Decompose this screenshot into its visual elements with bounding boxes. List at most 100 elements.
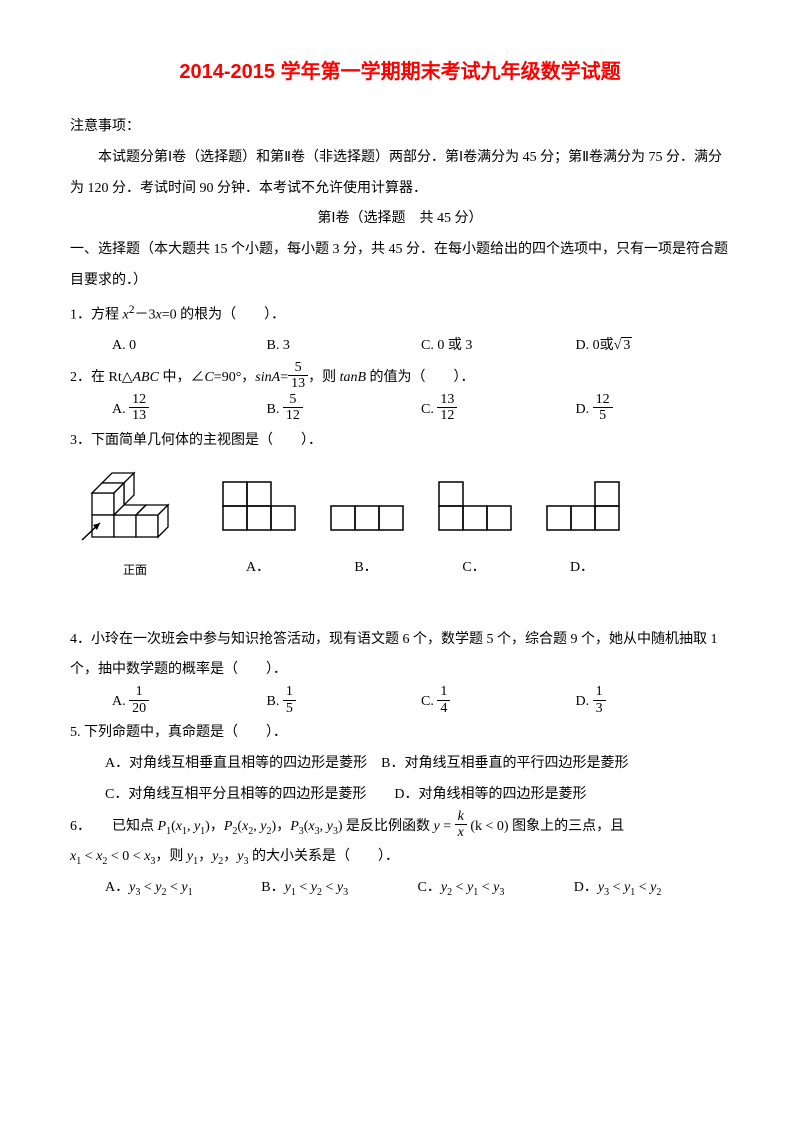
q2A-l: A. [112,402,129,417]
q2B-frac: 512 [283,392,303,424]
exam-page: 2014-2015 学年第一学期期末考试九年级数学试题 注意事项： 本试题分第Ⅰ… [0,0,800,944]
q3-figures: 正面 A． B． [80,465,730,584]
q2-e: ，则 [308,370,340,385]
section1-instructions: 一、选择题（本大题共 15 个小题，每小题 3 分，共 45 分．在每小题给出的… [70,235,730,297]
q3B-l: B． [326,553,406,584]
q2Ad: 13 [129,407,149,423]
q4Cn: 1 [437,684,450,699]
q5-line1: A．对角线互相垂直且相等的四边形是菱形 B．对角线互相垂直的平行四边形是菱形 [70,749,730,780]
page-title: 2014-2015 学年第一学期期末考试九年级数学试题 [70,50,730,94]
q6-options: A．y3 < y2 < y1 B．y1 < y2 < y3 C．y2 < y1 … [70,873,730,904]
q6l2-x2s: 2 [102,856,107,867]
q6-optA: A．y3 < y2 < y1 [105,873,261,904]
q2-c: =90°， [214,370,256,385]
q6m3: 是反比例函数 [343,819,434,834]
q4-options: A. 120 B. 15 C. 14 D. 13 [70,686,730,718]
q6-P1s: 1 [166,825,171,836]
q3-optA: A． [218,479,298,584]
q2Dd: 5 [593,407,613,423]
q2-a: 2．在 Rt△ [70,370,133,385]
q2-optA: A. 1213 [112,394,267,426]
q6-y3s: 3 [333,825,338,836]
q4-optD: D. 13 [576,686,731,718]
q2-C: C [204,370,213,385]
q1-stem: 1．方程 x2－3x=0 的根为（ ）． [70,297,730,331]
q2-stem: 2．在 Rt△ABC 中，∠C=90°，sinA=513，则 tanB 的值为（… [70,362,730,394]
q4Cd: 4 [437,700,450,716]
q4Al: A. [112,694,129,709]
q4Dl: D. [576,694,593,709]
q6D2s: 1 [630,887,635,898]
q6-klt: (k < 0) [470,819,508,834]
q4Cl: C. [421,694,437,709]
sqrt-icon: √3 [614,331,633,362]
optD-icon [542,479,622,534]
q1-optD: D. 0或√3 [576,331,731,362]
q2-optB: B. 512 [267,394,422,426]
q6-optB: B．y1 < y2 < y3 [261,873,417,904]
q3D-l: D． [542,553,622,584]
q2-f: 的值为（ ）． [366,370,475,385]
q1-text-c: =0 的根为（ ）． [162,307,285,322]
q6Dl: D． [574,880,598,895]
q6Al: A． [105,880,129,895]
q2Bd: 12 [283,407,303,423]
q2-optC: C. 1312 [421,394,576,426]
q1-optC: C. 0 或 3 [421,331,576,362]
q6B1s: 1 [291,887,296,898]
q6-frac: kx [455,809,467,841]
q6A3s: 1 [188,887,193,898]
q1-optD-c: 3 [621,337,632,353]
q2D-l: D. [576,402,593,417]
q2-b: 中，∠ [159,370,205,385]
q4B-frac: 15 [283,684,296,716]
q4Dn: 1 [593,684,606,699]
q6m1: ， [210,819,224,834]
q3-optC: C． [434,479,514,584]
q3-stem: 3．下面简单几何体的主视图是（ ）． [70,426,730,457]
q6A2s: 2 [161,887,166,898]
q2-tanB: tanB [340,370,366,385]
q4Ad: 20 [129,700,149,716]
q6-y1s: 1 [200,825,205,836]
q6-line2: x1 < x2 < 0 < x3，则 y1，y2，y3 的大小关系是（ ）． [70,842,730,873]
q4An: 1 [129,684,149,699]
intro-text: 本试题分第Ⅰ卷（选择题）和第Ⅱ卷（非选择题）两部分．第Ⅰ卷满分为 45 分；第Ⅱ… [70,143,730,205]
optC-icon [434,479,514,534]
q6D1s: 3 [604,887,609,898]
q6-optC: C．y2 < y1 < y3 [418,873,574,904]
q6-P3: P [290,819,299,834]
q4A-frac: 120 [129,684,149,716]
solid-icon [80,465,190,545]
q6-x1s: 1 [182,825,187,836]
q6B2s: 2 [317,887,322,898]
front-label: 正面 [80,557,190,583]
q6Cl: C． [418,880,441,895]
q6-P3s: 3 [299,825,304,836]
q2D-frac: 125 [593,392,613,424]
q4-optB: B. 15 [267,686,422,718]
q2Cd: 12 [437,407,457,423]
q6C3s: 3 [499,887,504,898]
q2Cn: 13 [437,392,457,407]
optB-icon [326,479,406,534]
optA-icon [218,479,298,534]
q6-x2s: 2 [248,825,253,836]
q2Bn: 5 [283,392,303,407]
q6-P1: P [158,819,167,834]
q2A-frac: 1213 [129,392,149,424]
q4C-frac: 14 [437,684,450,716]
notice-label: 注意事项： [70,112,730,143]
q6-pre: 6． 已知点 [70,819,158,834]
q6C1s: 2 [447,887,452,898]
q1-options: A. 0 B. 3 C. 0 或 3 D. 0或√3 [70,331,730,362]
q4Bl: B. [267,694,283,709]
q2-frac-den: 13 [288,375,308,391]
q2-frac-num: 5 [288,360,308,375]
q6A1s: 3 [135,887,140,898]
q3-optD: D． [542,479,622,584]
q4-optC: C. 14 [421,686,576,718]
q4-stem: 4．小玲在一次班会中参与知识抢答活动，现有语文题 6 个，数学题 5 个，综合题… [70,625,730,687]
q6-x3s: 3 [315,825,320,836]
q2Dn: 12 [593,392,613,407]
